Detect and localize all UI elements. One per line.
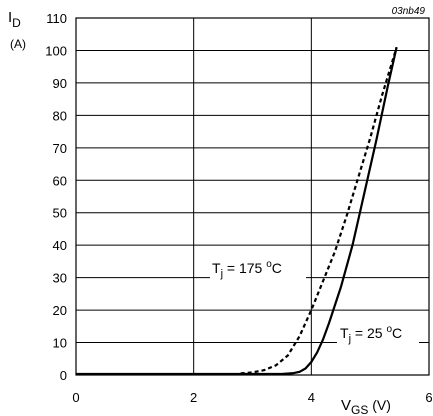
y-tick-label-1: 10	[53, 336, 67, 351]
y-tick-label-9: 90	[53, 76, 67, 91]
series-label-175-bg	[210, 252, 306, 280]
series-label-175-sub: j	[220, 268, 223, 280]
series-line-tj-175	[240, 46, 398, 375]
y-tick-label-5: 50	[53, 206, 67, 221]
x-axis-label-unit: (V)	[368, 397, 391, 413]
y-tick-label-7: 70	[53, 141, 67, 156]
y-tick-label-4: 40	[53, 238, 67, 253]
x-tick-labels: 0 2 4 6	[72, 390, 432, 405]
series-label-25-main: T	[340, 325, 349, 341]
y-tick-label-11: 110	[46, 11, 67, 26]
x-tick-label-0: 0	[72, 390, 79, 405]
series-label-175-unit: C	[272, 260, 282, 276]
y-tick-label-10: 100	[45, 43, 67, 58]
svg-text:Tj = 175 oC: Tj = 175 oC	[212, 259, 282, 280]
x-tick-label-3: 6	[425, 390, 432, 405]
svg-text:Tj = 25 oC: Tj = 25 oC	[340, 324, 402, 345]
series-label-175-sup: o	[266, 259, 272, 270]
y-tick-label-0: 0	[60, 368, 67, 383]
series-lines	[76, 46, 398, 376]
series-label-25: Tj = 25 oC	[337, 318, 419, 345]
series-label-25-sup: o	[386, 324, 392, 335]
series-label-25-rest: = 25	[351, 325, 386, 341]
y-tick-label-2: 20	[53, 303, 67, 318]
figure-id: 03nb49	[392, 6, 426, 17]
x-axis-label-sub: GS	[351, 403, 368, 416]
y-axis-label-main: I	[8, 9, 12, 26]
y-tick-label-8: 80	[53, 108, 67, 123]
series-label-25-bg	[337, 318, 419, 344]
x-tick-label-2: 4	[308, 390, 315, 405]
svg-text:VGS (V): VGS (V)	[341, 397, 391, 416]
x-tick-label-1: 2	[190, 390, 197, 405]
y-axis-label-sub: D	[12, 16, 21, 30]
svg-text:ID: ID	[8, 9, 21, 30]
series-label-175-main: T	[212, 260, 221, 276]
series-label-175-rest: = 175	[223, 260, 266, 276]
y-axis-label-unit: (A)	[10, 37, 26, 51]
x-axis-label-main: V	[341, 397, 351, 414]
y-tick-labels: 0 10 20 30 40 50 60 70 80 90 100 110	[45, 11, 67, 383]
y-tick-label-6: 60	[53, 173, 67, 188]
series-label-175: Tj = 175 oC	[210, 252, 306, 280]
x-axis-label: VGS (V)	[341, 397, 391, 416]
series-label-25-unit: C	[392, 325, 402, 341]
y-tick-label-3: 30	[53, 271, 67, 286]
series-label-25-sub: j	[348, 333, 351, 345]
y-axis-label: ID (A)	[8, 9, 26, 51]
